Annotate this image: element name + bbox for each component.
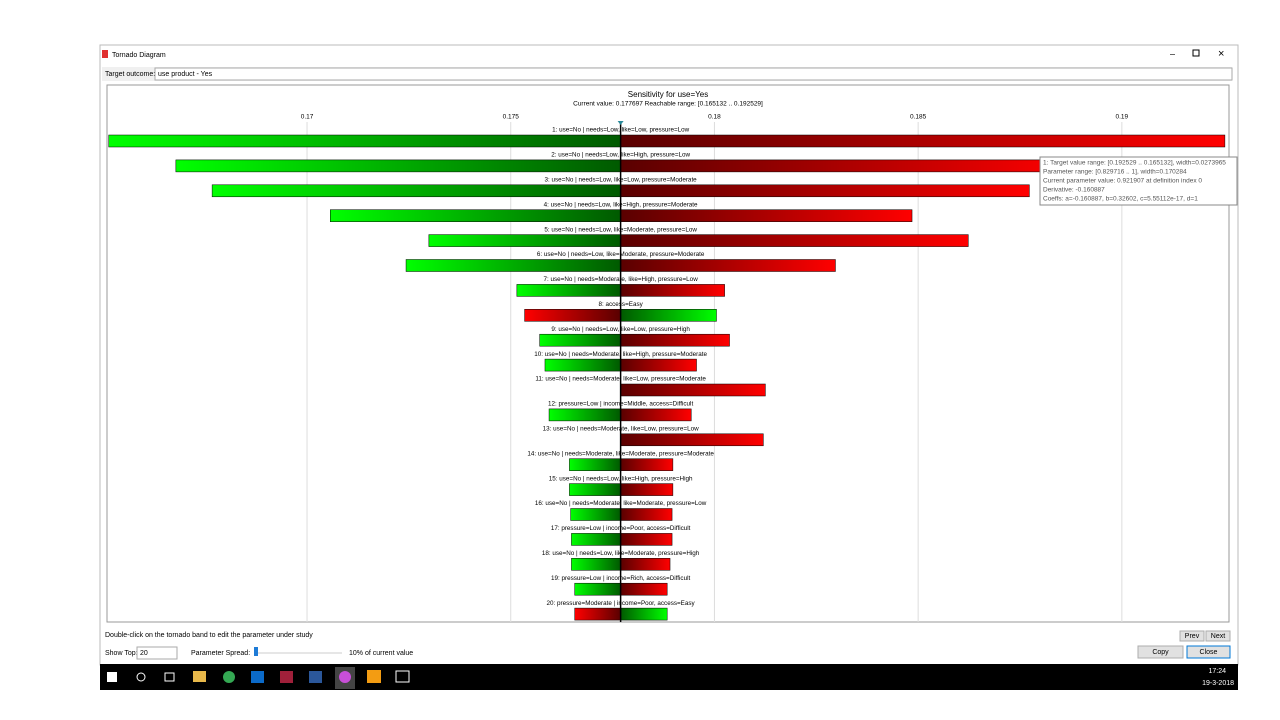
x-tick-label: 0.17	[301, 114, 314, 121]
bar-high-shade	[620, 284, 725, 297]
button-label: Copy	[1152, 649, 1169, 656]
bar-low-shade	[428, 234, 621, 247]
chart-title: Sensitivity for use=Yes	[628, 90, 708, 99]
bar-low-shade	[330, 209, 621, 222]
bar-low-shade	[574, 582, 621, 596]
button-label: Next	[1211, 633, 1225, 640]
bar-high-shade	[620, 433, 764, 447]
button[interactable]	[1179, 630, 1205, 642]
show-top-label: Show Top:	[105, 650, 138, 657]
bar-low-shade	[405, 259, 621, 272]
taskbar	[100, 664, 1238, 690]
chart-subtitle: Current value: 0.177697 Reachable range:…	[573, 101, 763, 108]
slider-thumb[interactable]	[254, 647, 258, 656]
bar-low-shade	[539, 333, 621, 347]
tooltip-line: Parameter range: [0.829716 .. 1], width=…	[1043, 169, 1187, 176]
bar-low-shade	[524, 309, 621, 322]
bar-low-shade	[175, 159, 621, 173]
current-value-marker	[617, 121, 624, 125]
bar-low-shade	[570, 508, 621, 521]
button[interactable]	[1186, 645, 1231, 659]
close-window[interactable]: ×	[1218, 48, 1224, 60]
target-label: Target outcome:	[105, 71, 155, 78]
task-view[interactable]	[164, 672, 175, 682]
bar-high-shade	[620, 483, 674, 496]
bar-low-shade	[571, 558, 621, 571]
taskbar-icons	[107, 667, 410, 689]
x-tick-label: 0.185	[910, 114, 927, 121]
bar-low-shade	[211, 184, 621, 198]
tooltip	[1039, 156, 1238, 206]
x-tick-label: 0.175	[503, 114, 520, 121]
clock-time: 17:24	[1208, 668, 1226, 675]
start[interactable]	[107, 672, 117, 682]
bar-high-shade	[620, 159, 1074, 173]
bar-high-shade	[620, 134, 1226, 148]
bar-high-shade	[620, 383, 766, 397]
maximize[interactable]	[1192, 49, 1200, 57]
tooltip-line: 1: Target value range: [0.192529 .. 0.16…	[1043, 160, 1226, 167]
button[interactable]	[1137, 645, 1184, 659]
show-top-select[interactable]	[136, 646, 178, 660]
hint: Double-click on the tornado band to edit…	[105, 632, 313, 639]
bar-low-shade	[574, 607, 621, 621]
outlook[interactable]	[251, 671, 264, 683]
bar-low-shade	[571, 533, 621, 546]
tooltip-lines: 1: Target value range: [0.192529 .. 0.16…	[1043, 160, 1226, 203]
button[interactable]	[1205, 630, 1231, 642]
tooltip-line: Coeffs: a=-0.160887, b=0.32602, c=5.5511…	[1043, 196, 1198, 203]
bar-high-shade	[620, 533, 673, 546]
show-top-value: 20	[140, 650, 148, 657]
button-label: Close	[1200, 649, 1218, 656]
bar-high-shade	[620, 508, 673, 521]
bar-high-shade	[620, 582, 668, 596]
photos[interactable]	[395, 670, 410, 683]
bar-low-shade	[108, 134, 621, 148]
bar-high-shade	[620, 184, 1030, 198]
explorer[interactable]	[193, 671, 206, 682]
app[interactable]	[280, 671, 293, 683]
word[interactable]	[309, 671, 322, 683]
bar-low-shade	[569, 458, 621, 471]
x-tick-label: 0.18	[708, 114, 721, 121]
bar-high-shade	[620, 259, 836, 272]
bar-high-shade	[620, 607, 668, 621]
bar-high-shade	[620, 309, 717, 322]
bar-high-shade	[620, 234, 969, 247]
bar-high-shade	[620, 358, 697, 372]
search[interactable]	[136, 672, 146, 682]
window-title: Tornado Diagram	[112, 52, 166, 59]
bar-high-shade	[620, 333, 730, 347]
app-icon	[102, 50, 108, 58]
target-value: use product - Yes	[158, 71, 213, 78]
bar-high-shade	[620, 209, 913, 222]
bar-low-shade	[544, 358, 621, 372]
minimize[interactable]: –	[1170, 48, 1175, 58]
clock-date: 19-3-2018	[1202, 680, 1234, 687]
bar-low-shade	[569, 483, 621, 496]
bar-low-shade	[548, 408, 621, 422]
plot: 0.17 0.175 0.18 0.185 0.191: use=No | needs=…	[108, 114, 1226, 622]
buttons: Prev Next Copy Close	[1137, 630, 1231, 659]
spread-value: 10% of current value	[349, 650, 413, 657]
tooltip-line: Current parameter value: 0.921907 at def…	[1043, 178, 1202, 185]
x-tick-label: 0.19	[1116, 114, 1129, 121]
tooltip-line: Derivative: -0.160887	[1043, 187, 1105, 194]
active-app-icon	[339, 671, 351, 683]
bar-high-shade	[620, 558, 671, 571]
target-select[interactable]	[154, 67, 1233, 81]
app[interactable]	[367, 670, 381, 683]
bar-low-shade	[516, 284, 621, 297]
bar-high-shade	[620, 408, 692, 422]
spread-label: Parameter Spread:	[191, 650, 250, 657]
chrome[interactable]	[223, 671, 235, 683]
button-label: Prev	[1185, 633, 1200, 640]
bar-high-shade	[620, 458, 674, 471]
